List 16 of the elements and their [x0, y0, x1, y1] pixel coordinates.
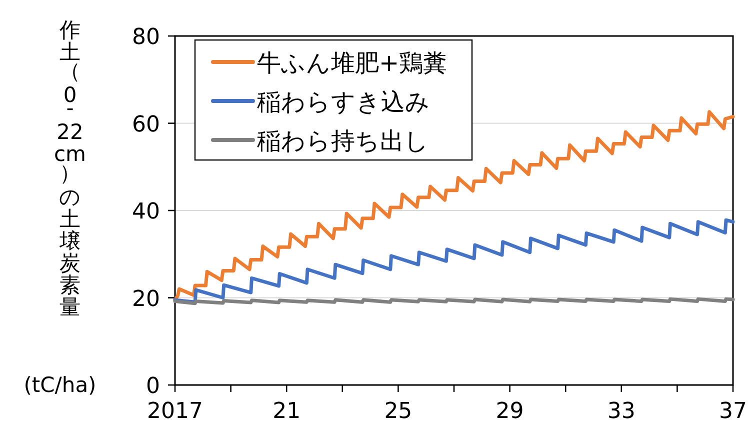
y-tick-label: 80: [132, 25, 160, 50]
legend-label: 稲わら持ち出し: [257, 127, 429, 155]
legend-label: 稲わらすき込み: [257, 88, 430, 116]
x-tick-label: 25: [384, 399, 412, 424]
y-tick-label: 40: [132, 200, 160, 224]
annotation: (tC/ha): [24, 373, 96, 397]
x-tick-label: 29: [496, 399, 524, 424]
x-tick-label: 33: [607, 399, 636, 424]
legend-label: 牛ふん堆肥+鶏糞: [257, 49, 448, 77]
ylabel: 作土（0-22cm）の土壌炭素量: [54, 18, 86, 319]
y-tick-label: 0: [146, 374, 160, 399]
y-tick-label: 20: [132, 286, 160, 312]
x-tick-label: 21: [272, 399, 301, 424]
x-tick-label: 37: [719, 399, 747, 424]
y-tick-label: 60: [132, 112, 160, 138]
x-tick-label: 2017: [147, 399, 203, 424]
